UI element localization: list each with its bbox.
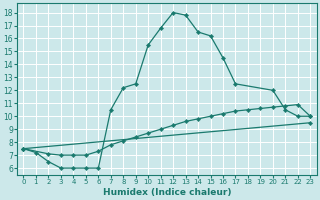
X-axis label: Humidex (Indice chaleur): Humidex (Indice chaleur) <box>103 188 231 197</box>
